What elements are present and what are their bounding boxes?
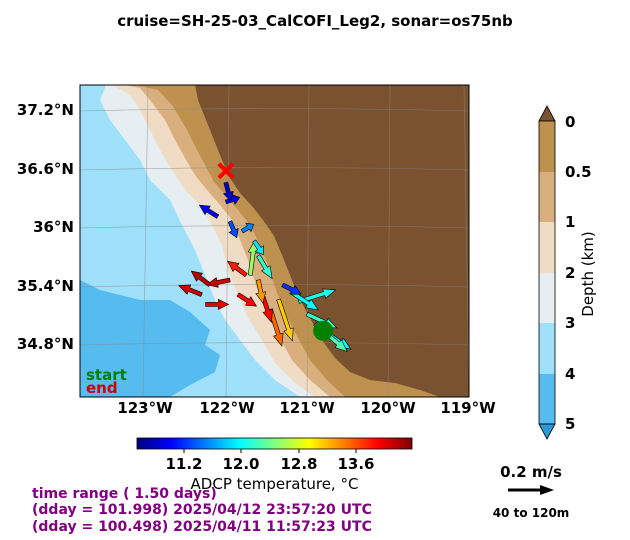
depth-tick-label: 0.5 — [565, 163, 592, 181]
land — [195, 85, 469, 397]
scale-depth-range: 40 to 120m — [492, 506, 570, 520]
legend-start: start — [86, 366, 127, 384]
velocity-vector — [256, 254, 273, 280]
plot-title: cruise=SH-25-03_CalCOFI_Leg2, sonar=os75… — [117, 12, 513, 30]
depth-tick-label: 3 — [565, 314, 576, 332]
velocity-vector — [268, 308, 284, 347]
temperature-colorbar-gradient — [136, 437, 413, 450]
lon-label-121: 121°W — [279, 399, 335, 417]
temp-tick-label: 12.8 — [280, 455, 318, 473]
velocity-vector — [240, 222, 255, 234]
depth-tick-label: 5 — [565, 415, 576, 433]
temp-tick-label: 13.6 — [337, 455, 375, 473]
scale-arrow — [508, 485, 554, 495]
depth-band-4-5 — [539, 374, 555, 424]
velocity-vector — [276, 298, 294, 342]
velocity-vector — [205, 298, 230, 310]
lon-label-119: 119°W — [440, 399, 496, 417]
start-marker — [313, 320, 334, 341]
velocity-vector — [177, 284, 203, 297]
lat-label-37.2: 37.2°N — [16, 101, 74, 119]
depth-band-2-3 — [539, 273, 555, 323]
lat-label-36.6: 36.6°N — [16, 160, 74, 178]
lon-label-122: 122°W — [199, 399, 255, 417]
velocity-vector — [236, 292, 257, 307]
depth-tick-label: 1 — [565, 213, 576, 231]
start-time-text: (dday = 100.498) 2025/04/11 11:57:23 UTC — [32, 519, 372, 535]
depth-tick-label: 0 — [565, 113, 576, 131]
depth-cb-top-arrow — [538, 105, 556, 122]
end-time-text: (dday = 101.998) 2025/04/12 23:57:20 UTC — [32, 502, 372, 518]
depth-tick-label: 2 — [565, 264, 576, 282]
velocity-vector — [206, 277, 231, 288]
legend-end: end — [86, 379, 118, 397]
velocity-vector — [198, 204, 220, 219]
velocity-vector — [224, 194, 241, 205]
depth-tick-label: 4 — [565, 365, 576, 383]
velocity-vector — [227, 260, 248, 278]
depth-colorbar-frame — [538, 120, 556, 425]
velocity-vector — [252, 239, 264, 256]
lon-label-123: 123°W — [117, 399, 173, 417]
depth-band-3-4 — [539, 323, 555, 374]
depth-band-0.5-1 — [539, 172, 555, 222]
depth-band-0-0.5 — [539, 121, 555, 172]
temp-tick-label: 11.2 — [165, 455, 203, 473]
depth-colorbar — [538, 105, 556, 440]
velocity-vector — [190, 270, 212, 287]
velocity-vector — [227, 220, 239, 239]
map-area — [79, 84, 470, 398]
depth-band-1-2 — [539, 222, 555, 273]
temp-tick-label: 12.0 — [222, 455, 260, 473]
end-marker — [217, 162, 235, 180]
graticule — [80, 85, 469, 397]
velocity-vector — [223, 181, 234, 202]
depth-colorbar-label: Depth (km) — [579, 231, 597, 317]
velocity-vector — [247, 239, 259, 276]
depth-cb-bottom-arrow — [538, 423, 556, 440]
map-frame — [79, 84, 470, 398]
temperature-colorbar — [136, 437, 413, 453]
time-range-text: time range ( 1.50 days) — [32, 486, 217, 502]
lon-label-120: 120°W — [360, 399, 416, 417]
velocity-vector — [281, 282, 302, 295]
velocity-vector — [255, 279, 267, 304]
lat-label-34.8: 34.8°N — [16, 335, 74, 353]
scale-speed-label: 0.2 m/s — [500, 463, 562, 481]
lat-label-35.4: 35.4°N — [16, 277, 74, 295]
lat-label-36: 36°N — [33, 218, 74, 236]
temperature-colorbar-label: ADCP temperature, °C — [190, 475, 359, 493]
